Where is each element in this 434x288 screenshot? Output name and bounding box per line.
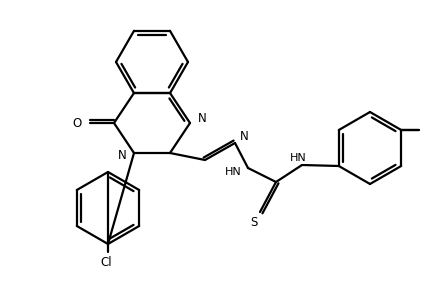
Text: N: N <box>240 130 248 143</box>
Text: HN: HN <box>225 167 241 177</box>
Text: S: S <box>250 215 257 228</box>
Text: N: N <box>118 149 127 162</box>
Text: Cl: Cl <box>100 257 112 270</box>
Text: O: O <box>72 117 82 130</box>
Text: N: N <box>197 111 206 124</box>
Text: HN: HN <box>289 153 306 163</box>
